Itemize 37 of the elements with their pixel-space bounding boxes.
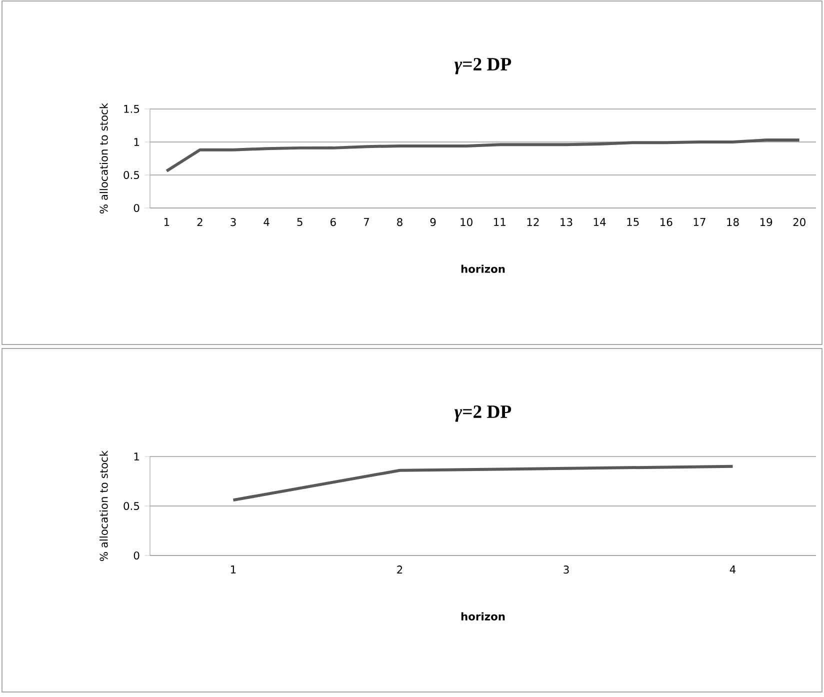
x-tick-label: 20 [793, 218, 806, 226]
y-tick-label: 1.5 [124, 105, 140, 113]
x-tick-label: 4 [264, 218, 270, 226]
y-axis-title: % allocation to stock [100, 102, 108, 214]
chart-title: γ=2 DP [454, 405, 512, 422]
y-tick-label: 1 [134, 452, 139, 460]
x-tick-label: 8 [397, 218, 402, 226]
x-tick-label: 17 [694, 218, 706, 226]
y-tick-label: 0.5 [124, 170, 140, 180]
x-axis-title: horizon [461, 264, 505, 273]
x-axis-title: horizon [461, 612, 505, 620]
y-tick-label: 0.5 [124, 502, 140, 510]
y-tick-label: 0 [134, 204, 140, 212]
x-tick-label: 3 [564, 566, 569, 574]
x-tick-label: 5 [297, 218, 302, 226]
y-tick-label: 0 [134, 551, 140, 560]
chart-title: γ=2 DP [454, 58, 512, 74]
x-tick-label: 4 [730, 566, 736, 574]
y-tick-label: 1 [134, 138, 139, 146]
x-tick-label: 19 [760, 218, 772, 226]
x-tick-label: 10 [460, 218, 472, 226]
x-tick-label: 1 [164, 218, 170, 226]
x-tick-label: 7 [364, 218, 369, 226]
x-tick-label: 18 [727, 218, 739, 226]
x-tick-label: 6 [330, 218, 336, 226]
x-tick-label: 3 [230, 218, 236, 226]
y-axis-title: % allocation to stock [100, 450, 108, 561]
x-tick-label: 2 [197, 218, 202, 226]
x-tick-label: 14 [594, 218, 606, 226]
x-tick-label: 11 [494, 218, 506, 226]
x-tick-label: 1 [231, 566, 236, 574]
x-tick-label: 2 [397, 566, 402, 574]
x-tick-label: 13 [560, 218, 572, 226]
x-tick-label: 15 [627, 218, 639, 226]
x-tick-label: 16 [660, 218, 672, 226]
x-tick-label: 9 [430, 218, 436, 226]
x-tick-label: 12 [527, 218, 539, 226]
